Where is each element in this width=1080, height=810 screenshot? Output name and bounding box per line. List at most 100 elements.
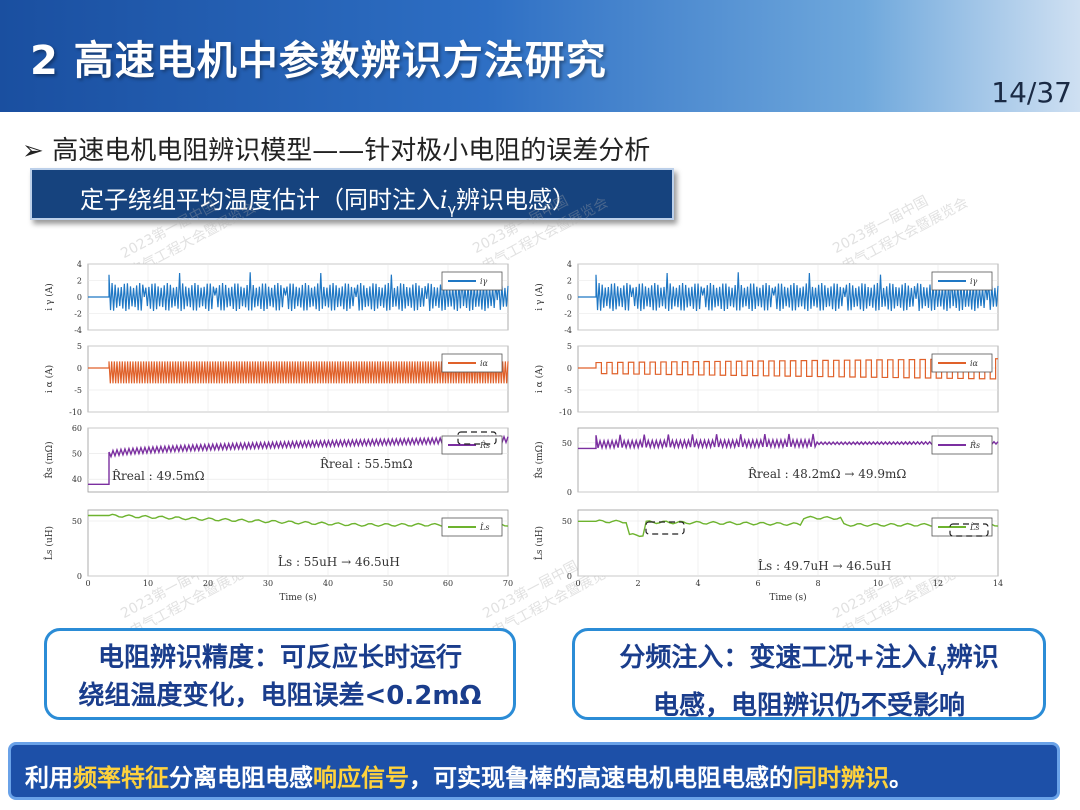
subplot-frame	[87, 427, 509, 493]
highlight-text: 响应信号	[313, 764, 409, 792]
y-tick-label: -10	[69, 408, 82, 417]
annotation-text: R̂real : 55.5mΩ	[320, 456, 413, 471]
highlight-text: 频率特征	[73, 764, 169, 792]
annotation-text: R̂real : 48.2mΩ → 49.9mΩ	[748, 466, 906, 481]
series-line	[578, 272, 999, 312]
right-conclusion-box: 分频注入：变速工况+注入iγ辨识 电感，电阻辨识仍不受影响	[572, 628, 1046, 721]
legend-label: R̂s	[969, 441, 980, 450]
bullet-arrow-icon: ➢	[22, 136, 44, 166]
subtitle-post: 辨识电感）	[455, 186, 576, 214]
x-tick-label: 60	[443, 579, 453, 588]
highlight-box	[457, 431, 497, 445]
series-line	[88, 361, 509, 384]
page-number: 14/37	[991, 76, 1072, 109]
y-tick-label: -4	[564, 326, 572, 335]
y-tick-label: -5	[74, 386, 82, 395]
y-axis-label: i α (A)	[44, 365, 55, 393]
slide-title: 2 高速电机中参数辨识方法研究	[30, 38, 607, 84]
legend-label: iα	[480, 359, 489, 368]
highlight-box	[949, 523, 989, 537]
series-line	[88, 434, 509, 486]
x-tick-label: 10	[873, 579, 883, 588]
y-tick-label: 0	[77, 572, 82, 581]
annotation-text: L̂s : 55uH → 46.5uH	[278, 554, 400, 569]
y-axis-label: R̂s (mΩ)	[533, 441, 545, 478]
legend-label: R̂s	[479, 441, 490, 450]
y-tick-label: -10	[559, 408, 572, 417]
y-tick-label: 50	[562, 517, 572, 526]
x-tick-label: 30	[263, 579, 273, 588]
y-tick-label: -2	[74, 310, 82, 319]
y-tick-label: 50	[562, 439, 572, 448]
subtitle-pre: 定子绕组平均温度估计（同时注入	[80, 186, 440, 214]
y-tick-label: -5	[564, 386, 572, 395]
x-tick-label: 14	[993, 579, 1003, 588]
legend-label: L̂s	[479, 523, 489, 532]
annotation-text: R̂real : 49.5mΩ	[112, 468, 205, 483]
x-tick-label: 40	[323, 579, 333, 588]
x-axis-label: Time (s)	[769, 592, 806, 603]
legend-label: iγ	[970, 277, 978, 286]
series-line	[88, 513, 509, 527]
subplot-frame	[577, 345, 999, 413]
series-line	[88, 272, 509, 312]
x-axis-label: Time (s)	[279, 592, 316, 603]
subtitle-ivar: i	[440, 186, 448, 214]
y-tick-label: 0	[567, 364, 572, 373]
x-tick-label: 6	[755, 579, 760, 588]
slide-header: 2 高速电机中参数辨识方法研究 14/37	[0, 0, 1080, 112]
left-conclusion-box: 电阻辨识精度：可反应长时运行 绕组温度变化，电阻误差<0.2mΩ	[44, 628, 516, 720]
x-tick-label: 50	[383, 579, 393, 588]
y-axis-label: L̂s (uH)	[533, 526, 545, 560]
y-tick-label: 50	[72, 517, 82, 526]
bullet-heading: ➢ 高速电机电阻辨识模型——针对极小电阻的误差分析	[22, 130, 650, 167]
y-tick-label: 2	[567, 277, 572, 286]
y-tick-label: 40	[72, 475, 82, 484]
left-box-line1: 电阻辨识精度：可反应长时运行	[97, 643, 462, 673]
y-tick-label: 0	[77, 293, 82, 302]
legend-label: iγ	[480, 277, 488, 286]
y-tick-label: 0	[567, 488, 572, 497]
annotation-text: L̂s : 49.7uH → 46.5uH	[758, 558, 891, 573]
highlight-box	[645, 521, 685, 535]
x-tick-label: 4	[695, 579, 700, 588]
subtitle-box: 定子绕组平均温度估计（同时注入iγ辨识电感）	[30, 168, 674, 220]
y-axis-label: i γ (A)	[44, 283, 55, 311]
series-line	[578, 433, 999, 451]
bullet-text: 高速电机电阻辨识模型——针对极小电阻的误差分析	[52, 136, 651, 166]
series-line	[578, 358, 998, 380]
y-tick-label: 0	[567, 572, 572, 581]
y-tick-label: 60	[72, 424, 82, 433]
y-tick-label: 4	[77, 260, 82, 269]
highlight-text: 同时辨识	[793, 764, 889, 792]
subtitle-isub: γ	[447, 201, 456, 218]
summary-banner: 利用频率特征分离电阻电感响应信号，可实现鲁棒的高速电机电阻电感的同时辨识。	[8, 742, 1060, 800]
x-tick-label: 20	[203, 579, 213, 588]
y-tick-label: 0	[77, 364, 82, 373]
y-axis-label: i α (A)	[534, 365, 545, 393]
x-tick-label: 0	[85, 579, 90, 588]
y-tick-label: 2	[77, 277, 82, 286]
legend-label: L̂s	[969, 523, 979, 532]
y-axis-label: i γ (A)	[534, 283, 545, 311]
y-tick-label: 0	[567, 293, 572, 302]
y-tick-label: 5	[77, 342, 82, 351]
x-tick-label: 10	[143, 579, 153, 588]
y-tick-label: -2	[564, 310, 572, 319]
x-tick-label: 0	[575, 579, 580, 588]
y-axis-label: L̂s (uH)	[43, 526, 55, 560]
right-box-line2: 电感，电阻辨识仍不受影响	[652, 691, 965, 722]
y-tick-label: 5	[567, 342, 572, 351]
x-tick-label: 12	[933, 579, 943, 588]
left-box-line2: 绕组温度变化，电阻误差<0.2mΩ	[78, 681, 482, 711]
x-tick-label: 8	[815, 579, 820, 588]
y-tick-label: 50	[72, 450, 82, 459]
y-tick-label: -4	[74, 326, 82, 335]
y-axis-label: R̂s (mΩ)	[43, 441, 55, 478]
right-box-line1: 分频注入：变速工况+注入iγ辨识	[619, 643, 999, 677]
y-tick-label: 4	[567, 260, 572, 269]
x-tick-label: 70	[503, 579, 513, 588]
x-tick-label: 2	[635, 579, 640, 588]
